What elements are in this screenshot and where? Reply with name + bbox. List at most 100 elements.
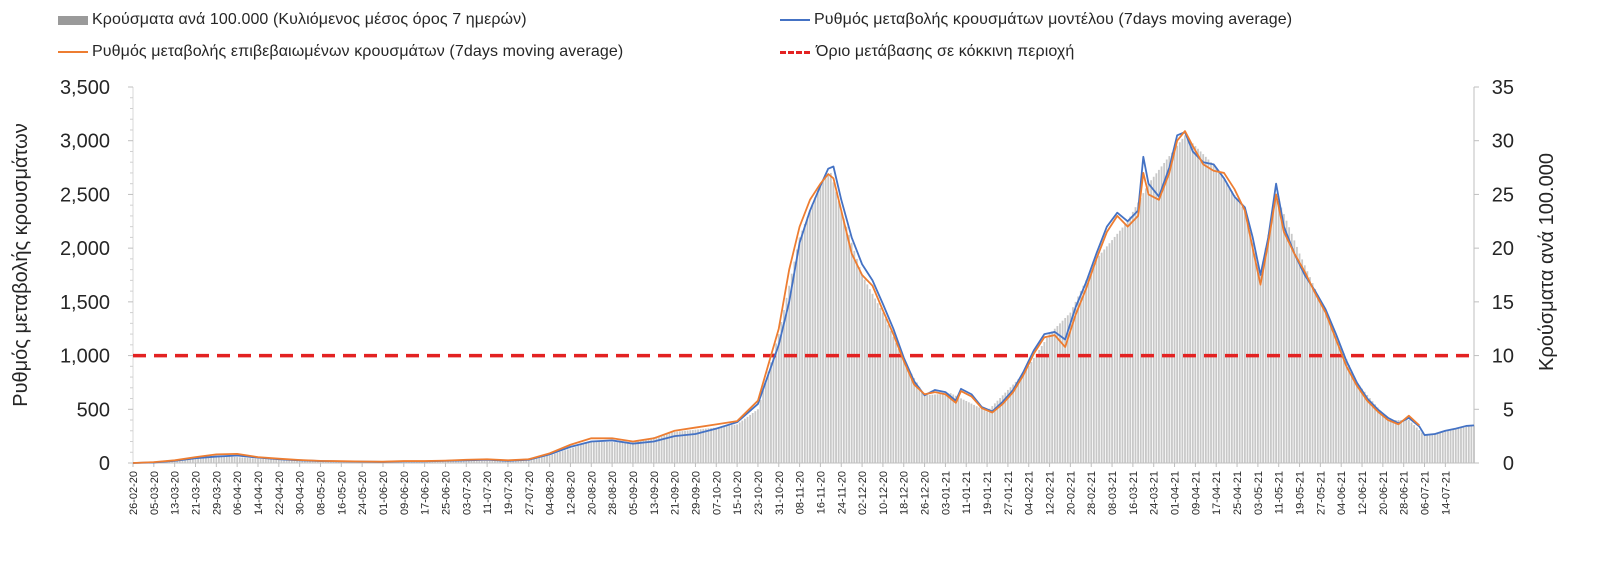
bar bbox=[473, 460, 476, 463]
bar bbox=[960, 398, 962, 463]
bar bbox=[1051, 331, 1054, 463]
bar bbox=[965, 401, 968, 463]
bar bbox=[744, 418, 746, 463]
bar bbox=[655, 436, 658, 463]
x-tick-label: 08-11-20 bbox=[795, 471, 807, 514]
bar bbox=[949, 393, 952, 463]
bar bbox=[272, 459, 275, 463]
bar bbox=[1199, 151, 1202, 463]
bar bbox=[1408, 420, 1410, 463]
x-tick-label: 27-05-21 bbox=[1315, 471, 1327, 515]
bar bbox=[1210, 162, 1212, 463]
bar bbox=[905, 365, 908, 463]
bar bbox=[934, 394, 936, 463]
x-tick-label: 19-01-21 bbox=[982, 471, 994, 515]
bar bbox=[301, 460, 304, 463]
bar bbox=[267, 459, 270, 463]
y-left-tick-label: 1,500 bbox=[60, 292, 110, 314]
bar bbox=[439, 461, 442, 463]
bar bbox=[715, 427, 718, 463]
bar bbox=[1223, 179, 1225, 464]
bar bbox=[1353, 376, 1356, 463]
x-tick-label: 15-10-20 bbox=[732, 471, 744, 515]
bar bbox=[207, 456, 210, 463]
bar bbox=[926, 395, 929, 463]
bar bbox=[658, 435, 660, 463]
bar bbox=[874, 298, 877, 463]
bar bbox=[1230, 191, 1233, 463]
bar bbox=[225, 456, 228, 463]
bar bbox=[759, 399, 762, 463]
x-tick-label: 16-03-21 bbox=[1128, 471, 1140, 515]
bar bbox=[1202, 154, 1205, 463]
bar bbox=[264, 459, 267, 463]
bar bbox=[1241, 206, 1244, 463]
bar bbox=[746, 416, 749, 463]
bar bbox=[652, 437, 655, 463]
x-tick-label: 29-03-20 bbox=[211, 471, 223, 515]
bar bbox=[1030, 361, 1033, 463]
bar bbox=[697, 429, 699, 463]
bar bbox=[1079, 291, 1082, 463]
bar bbox=[603, 441, 606, 463]
bar bbox=[811, 203, 814, 463]
bar bbox=[1035, 353, 1038, 463]
bar bbox=[540, 456, 543, 463]
bar bbox=[1184, 135, 1186, 463]
bar bbox=[1022, 373, 1025, 463]
bar bbox=[1100, 252, 1103, 463]
bar bbox=[402, 461, 405, 463]
bar bbox=[561, 451, 564, 463]
bar bbox=[1256, 264, 1259, 463]
bar bbox=[1283, 214, 1285, 463]
legend-swatch-bar bbox=[58, 15, 88, 25]
bar bbox=[848, 234, 850, 463]
bar bbox=[572, 447, 574, 463]
bar bbox=[1197, 148, 1199, 463]
y-right-tick-label: 25 bbox=[1492, 184, 1514, 206]
bar bbox=[452, 460, 455, 463]
bar bbox=[551, 454, 554, 463]
bar bbox=[1046, 338, 1048, 463]
bar bbox=[798, 237, 801, 463]
bar bbox=[1007, 389, 1009, 463]
bar bbox=[952, 394, 955, 463]
x-tick-label: 10-12-20 bbox=[878, 471, 890, 515]
bar bbox=[1387, 420, 1389, 463]
bar bbox=[1434, 433, 1436, 463]
bar bbox=[1116, 233, 1119, 463]
bar bbox=[251, 458, 254, 463]
x-tick-label: 05-03-20 bbox=[149, 471, 161, 515]
bar bbox=[884, 318, 887, 463]
bar bbox=[1400, 420, 1402, 463]
bar bbox=[650, 437, 653, 463]
bar bbox=[517, 459, 520, 463]
bar bbox=[1043, 342, 1046, 463]
bar bbox=[632, 442, 634, 463]
bar bbox=[1405, 420, 1408, 463]
bar bbox=[621, 442, 624, 463]
bar bbox=[1368, 398, 1371, 463]
x-tick-label: 20-08-20 bbox=[586, 471, 598, 515]
bar bbox=[1345, 359, 1348, 463]
x-tick-label: 25-06-20 bbox=[441, 471, 453, 515]
x-tick-label: 29-09-20 bbox=[690, 471, 702, 515]
bar bbox=[538, 456, 541, 463]
bar bbox=[835, 191, 837, 464]
bar bbox=[1376, 407, 1379, 463]
bar bbox=[447, 461, 449, 463]
bar bbox=[660, 435, 663, 463]
x-tick-label: 20-06-21 bbox=[1378, 471, 1390, 515]
x-tick-label: 23-10-20 bbox=[753, 471, 765, 515]
bar bbox=[285, 460, 288, 463]
bar bbox=[1017, 379, 1020, 463]
bar bbox=[1225, 183, 1228, 463]
bar bbox=[668, 433, 671, 463]
bar bbox=[918, 386, 921, 463]
bar bbox=[871, 293, 874, 463]
x-tick-label: 12-02-21 bbox=[1045, 471, 1057, 515]
bar bbox=[816, 190, 819, 463]
bar bbox=[210, 456, 213, 463]
bar bbox=[314, 461, 317, 463]
bar bbox=[202, 456, 205, 463]
